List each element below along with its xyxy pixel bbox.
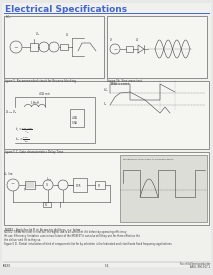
Text: AN-6. 990-917-1: AN-6. 990-917-1 [190, 265, 210, 269]
Text: $\Delta I/\Delta t = $ const: $\Delta I/\Delta t = $ const [110, 80, 130, 87]
Bar [107, 16, 207, 78]
Text: $V_{in}$: $V_{in}$ [5, 13, 12, 21]
Bar [4, 16, 104, 78]
Text: Figure 5 C. Gate characteristics Delay Time: Figure 5 C. Gate characteristics Delay T… [4, 150, 63, 154]
Text: ~: ~ [13, 45, 18, 50]
Text: $V_{in}$: $V_{in}$ [35, 30, 40, 38]
Bar [73, 178, 87, 192]
Text: WAVEFORMS ASSOCIATED AT TRIGGER CIRCUIT: WAVEFORMS ASSOCIATED AT TRIGGER CIRCUIT [123, 159, 174, 160]
Text: $I_{gate}$: $I_{gate}$ [46, 175, 53, 182]
Text: Figure 5. Recommended circuit for Reverse blocking: Figure 5. Recommended circuit for Revers… [4, 79, 76, 83]
Bar [120, 155, 207, 222]
Bar [43, 202, 51, 207]
Text: $t_{rr} = \frac{2Q_{rr}}{I_{RM}}$: $t_{rr} = \frac{2Q_{rr}}{I_{RM}}$ [15, 135, 30, 145]
Text: G: G [46, 183, 48, 188]
Text: $0.5A$: $0.5A$ [71, 119, 79, 126]
Text: the deliver and lift to they so.: the deliver and lift to they so. [4, 238, 41, 242]
Text: ~: ~ [10, 182, 15, 186]
Text: Figure 5 D - Partial installation of kind of components list for by selection is: Figure 5 D - Partial installation of kin… [4, 242, 172, 246]
Text: $V_o$: $V_o$ [135, 36, 140, 44]
Text: 5-6: 5-6 [105, 264, 109, 268]
Text: $V_o$: $V_o$ [65, 31, 70, 38]
Text: lift use. Efficiency limitation uses in two fixture of the MOSFET it can also st: lift use. Efficiency limitation uses in … [4, 234, 140, 238]
Text: SCR: SCR [76, 184, 82, 188]
Text: $1.8mH$: $1.8mH$ [30, 99, 40, 106]
Text: NOTE1: Apply for lot B in A causing ability $p_g$ = c below.: NOTE1: Apply for lot B in A causing abil… [4, 226, 83, 234]
Text: $V_{ac}$ line: $V_{ac}$ line [3, 170, 14, 178]
Text: $V_R$: $V_R$ [103, 86, 109, 94]
Text: $R_L$: $R_L$ [97, 182, 102, 190]
Bar [95, 181, 105, 189]
Text: $t_r = \frac{2L_s \cdot I_{TM}}{V_D}$: $t_r = \frac{2L_s \cdot I_{TM}}{V_D}$ [15, 126, 33, 136]
Bar [25, 181, 35, 189]
Text: Electrical Specifications: Electrical Specifications [5, 5, 127, 14]
Text: $R_g$: $R_g$ [44, 201, 49, 208]
Text: ~: ~ [113, 47, 117, 52]
Bar [60, 44, 68, 50]
Bar [4, 152, 209, 225]
Text: T: T [24, 188, 26, 192]
Text: $40\Omega$ min: $40\Omega$ min [38, 90, 52, 97]
Text: $V_{GATE} V_{in}$: $V_{GATE} V_{in}$ [5, 108, 18, 116]
Text: IB4XX: IB4XX [3, 264, 11, 268]
Text: $4.8\Omega$: $4.8\Omega$ [71, 114, 79, 121]
Text: NOTE2: Show the filter or test will the signal use is all sufficient if it befor: NOTE2: Show the filter or test will the … [4, 230, 127, 234]
Text: $I_F$: $I_F$ [103, 100, 107, 108]
Bar [30, 43, 38, 51]
Bar [126, 46, 133, 52]
Bar [4, 81, 209, 149]
Text: $V_i$: $V_i$ [109, 36, 113, 44]
Text: Fairchild Semiconductor: Fairchild Semiconductor [180, 262, 210, 266]
Text: Figure 5b. Sine wave test: Figure 5b. Sine wave test [107, 79, 142, 83]
Bar [70, 109, 84, 127]
